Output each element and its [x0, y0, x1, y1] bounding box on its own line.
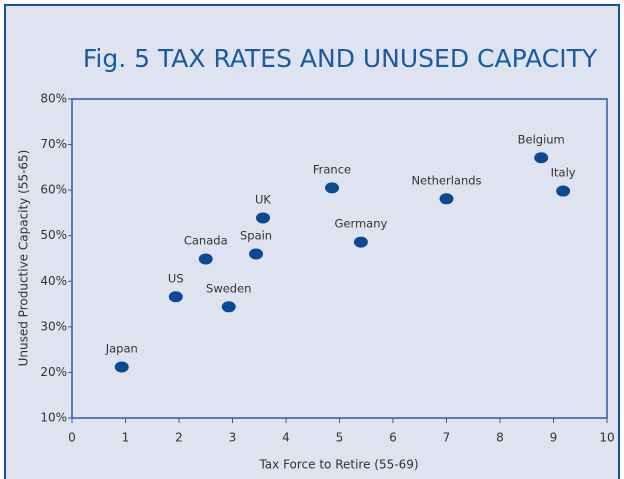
x-tick-label: 10 [599, 431, 614, 445]
x-tick-label: 2 [175, 431, 183, 445]
point-label: US [168, 271, 184, 285]
x-tick-label: 6 [389, 431, 397, 445]
point-label: Spain [240, 228, 272, 242]
point [534, 152, 549, 164]
point [114, 361, 129, 373]
x-axis-label: Tax Force to Retire (55-69) [258, 458, 418, 472]
point [325, 182, 340, 194]
x-tick-label: 1 [122, 431, 130, 445]
point-label: Japan [105, 341, 138, 355]
point [249, 248, 264, 260]
point-label: UK [255, 192, 271, 206]
point [168, 291, 183, 303]
x-tick-label: 5 [336, 431, 344, 445]
frame [4, 4, 620, 479]
y-tick-label: 40% [40, 274, 67, 288]
point [556, 185, 571, 197]
y-tick-label: 30% [40, 319, 67, 333]
point-label: Germany [334, 217, 387, 231]
x-tick-label: 4 [282, 431, 290, 445]
x-tick-label: 3 [229, 431, 237, 445]
y-tick-label: 50% [40, 228, 67, 242]
point-label: Italy [551, 166, 576, 180]
x-tick-label: 8 [496, 431, 504, 445]
point-label: Netherlands [411, 173, 481, 187]
x-tick-label: 0 [68, 431, 76, 445]
point-label: France [313, 162, 351, 176]
y-tick-label: 20% [40, 365, 67, 379]
x-tick-label: 9 [550, 431, 558, 445]
x-tick-label: 7 [443, 431, 451, 445]
y-tick-label: 70% [40, 137, 67, 151]
point-label: Belgium [518, 132, 565, 146]
point [198, 253, 213, 265]
y-tick-label: 80% [40, 92, 67, 106]
y-tick-label: 60% [40, 183, 67, 197]
y-tick-label: 10% [40, 411, 67, 425]
point [353, 236, 368, 248]
point [439, 193, 454, 205]
point [255, 212, 270, 224]
y-axis-label: Unused Productive Capacity (55-65) [17, 150, 31, 367]
point-label: Canada [184, 233, 228, 247]
point-label: Sweden [206, 281, 251, 295]
chart-title: Fig. 5 TAX RATES AND UNUSED CAPACITY [83, 44, 598, 73]
point [221, 301, 236, 313]
